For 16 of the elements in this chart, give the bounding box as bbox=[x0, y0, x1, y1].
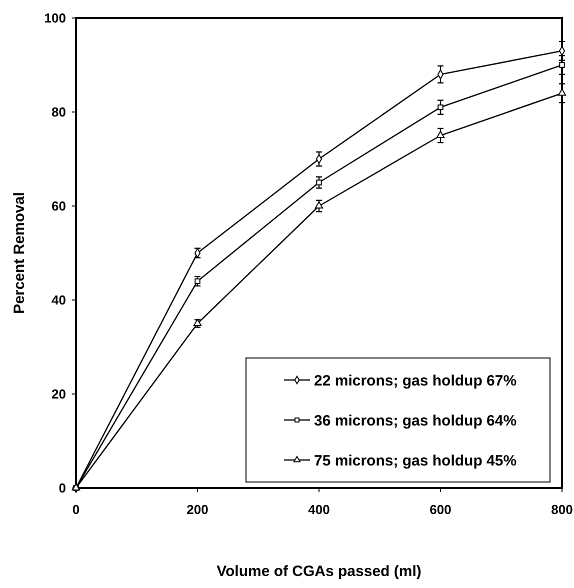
y-tick-label: 80 bbox=[52, 104, 66, 120]
x-axis-title: Volume of CGAs passed (ml) bbox=[216, 563, 422, 580]
x-tick-label: 800 bbox=[551, 502, 573, 517]
x-tick-label: 200 bbox=[186, 502, 208, 517]
x-tick-label: 400 bbox=[308, 502, 330, 517]
x-tick-label: 600 bbox=[430, 502, 452, 517]
y-tick-label: 40 bbox=[52, 292, 66, 308]
y-axis-title: Percent Removal bbox=[11, 192, 28, 314]
y-tick-label: 100 bbox=[44, 10, 66, 26]
y-tick-label: 20 bbox=[52, 386, 66, 402]
legend-label: 22 microns; gas holdup 67% bbox=[314, 372, 517, 390]
x-tick-label: 0 bbox=[72, 502, 80, 517]
y-tick-label: 60 bbox=[52, 198, 66, 214]
y-tick-label: 0 bbox=[58, 480, 66, 496]
legend-label: 36 microns; gas holdup 64% bbox=[314, 412, 517, 430]
legend-label: 75 microns; gas holdup 45% bbox=[314, 452, 517, 470]
